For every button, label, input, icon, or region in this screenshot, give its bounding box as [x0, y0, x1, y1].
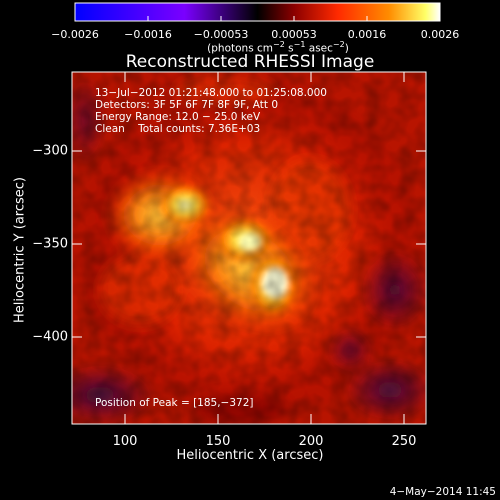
colorbar [74, 2, 441, 22]
colorbar-tick-label: 0.0016 [347, 28, 387, 41]
info-clean: Clean Total counts: 7.36E+03 [95, 123, 261, 135]
info-energy: Energy Range: 12.0 − 25.0 keV [95, 111, 261, 123]
y-tick-label: −300 [32, 143, 68, 159]
peak-position: Position of Peak = [185,−372] [95, 397, 254, 409]
colorbar-tick-label: 0.00053 [271, 28, 317, 41]
x-tick-label: 150 [205, 434, 231, 449]
colorbar-tick-label: −0.0016 [124, 28, 172, 41]
info-detectors: Detectors: 3F 5F 6F 7F 8F 9F, Att 0 [95, 99, 279, 111]
rhessi-image [72, 72, 426, 424]
y-tick-label: −400 [32, 329, 68, 345]
plot-frame [71, 71, 427, 425]
plot-title: Reconstructed RHESSI Image [125, 52, 375, 72]
colorbar-tick-label: 0.0026 [420, 28, 460, 41]
x-tick-label: 100 [112, 434, 138, 449]
x-tick-label: 250 [391, 434, 417, 449]
axis-ticks [72, 72, 426, 424]
colorbar-tick-label: −0.00053 [193, 28, 249, 41]
info-time-range: 13−Jul−2012 01:21:48.000 to 01:25:08.000 [95, 87, 327, 99]
datestamp: 4−May−2014 11:45 [389, 486, 496, 498]
x-axis-label: Heliocentric X (arcsec) [176, 448, 324, 463]
y-tick-label: −350 [32, 236, 68, 252]
x-tick-label: 200 [298, 434, 324, 449]
colorbar-units: (photons cm−2 s−1 asec−2) [207, 40, 349, 55]
colorbar-tick-label: −0.0026 [51, 28, 99, 41]
y-axis-label: Heliocentric Y (arcsec) [12, 177, 28, 323]
colorbar-ticks [74, 16, 441, 21]
